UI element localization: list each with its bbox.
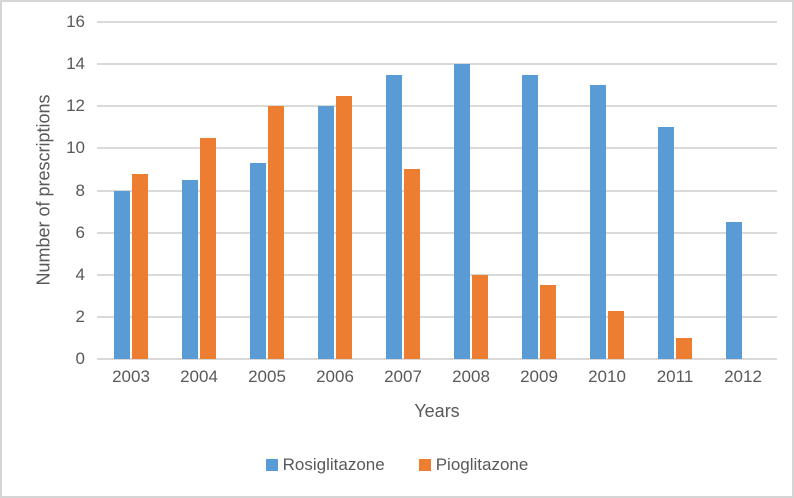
- gridline-2: [97, 315, 777, 318]
- bar-rosiglitazone-2007: [386, 74, 402, 359]
- x-tick-label-2009: 2009: [520, 367, 558, 386]
- legend-label-rosiglitazone: Rosiglitazone: [282, 455, 385, 474]
- legend: Rosiglitazone Pioglitazone: [2, 455, 792, 475]
- x-axis-line: [97, 358, 777, 360]
- x-axis-title: Years: [414, 401, 460, 421]
- bar-pioglitazone-2009: [540, 285, 556, 359]
- gridline-12: [97, 105, 777, 108]
- bar-pioglitazone-2004: [200, 137, 216, 359]
- y-tick-label-6: 6: [75, 222, 85, 242]
- gridline-16: [97, 21, 777, 23]
- y-tick-label-10: 10: [66, 138, 85, 158]
- bar-rosiglitazone-2011: [658, 127, 674, 359]
- x-tick-label-2003: 2003: [112, 367, 150, 386]
- bar-pioglitazone-2011: [676, 337, 692, 359]
- bar-pioglitazone-2010: [608, 310, 624, 359]
- x-tick-label-2004: 2004: [180, 367, 218, 386]
- bar-rosiglitazone-2003: [114, 190, 130, 359]
- bar-rosiglitazone-2010: [590, 85, 606, 359]
- legend-label-pioglitazone: Pioglitazone: [435, 455, 529, 474]
- bar-rosiglitazone-2008: [454, 64, 470, 359]
- bar-rosiglitazone-2012: [726, 222, 742, 359]
- x-tick-label-2008: 2008: [452, 367, 490, 386]
- y-tick-label-0: 0: [75, 349, 85, 368]
- x-tick-label-2006: 2006: [316, 367, 354, 386]
- x-tick-label-2010: 2010: [588, 367, 626, 386]
- bar-pioglitazone-2006: [336, 95, 352, 359]
- x-tick-label-2007: 2007: [384, 367, 422, 386]
- bar-pioglitazone-2007: [404, 169, 420, 359]
- plot-area: [97, 21, 777, 360]
- legend-item-pioglitazone: Pioglitazone: [418, 455, 529, 475]
- y-tick-label-8: 8: [75, 180, 85, 200]
- gridline-4: [97, 273, 777, 276]
- y-tick-label-2: 2: [75, 306, 85, 326]
- gridline-10: [97, 147, 777, 150]
- bar-pioglitazone-2008: [472, 274, 488, 359]
- y-tick-label-4: 4: [75, 264, 85, 284]
- y-tick-label-14: 14: [66, 54, 85, 74]
- x-tick-label-2005: 2005: [248, 367, 286, 386]
- gridline-6: [97, 231, 777, 234]
- bar-rosiglitazone-2004: [182, 179, 198, 359]
- legend-item-rosiglitazone: Rosiglitazone: [265, 455, 385, 475]
- gridline-14: [97, 63, 777, 66]
- bar-pioglitazone-2005: [268, 106, 284, 359]
- y-tick-label-12: 12: [66, 96, 85, 116]
- y-axis-title: Number of prescriptions: [33, 94, 54, 286]
- x-tick-label-2011: 2011: [656, 367, 694, 386]
- legend-swatch-rosiglitazone-icon: [265, 459, 278, 471]
- gridline-8: [97, 189, 777, 192]
- y-tick-label-16: 16: [66, 12, 85, 31]
- x-tick-label-2012: 2012: [724, 367, 762, 386]
- legend-swatch-pioglitazone-icon: [418, 459, 431, 471]
- bar-pioglitazone-2003: [132, 173, 148, 359]
- bar-rosiglitazone-2005: [250, 163, 266, 359]
- bar-rosiglitazone-2009: [522, 74, 538, 359]
- bar-rosiglitazone-2006: [318, 106, 334, 359]
